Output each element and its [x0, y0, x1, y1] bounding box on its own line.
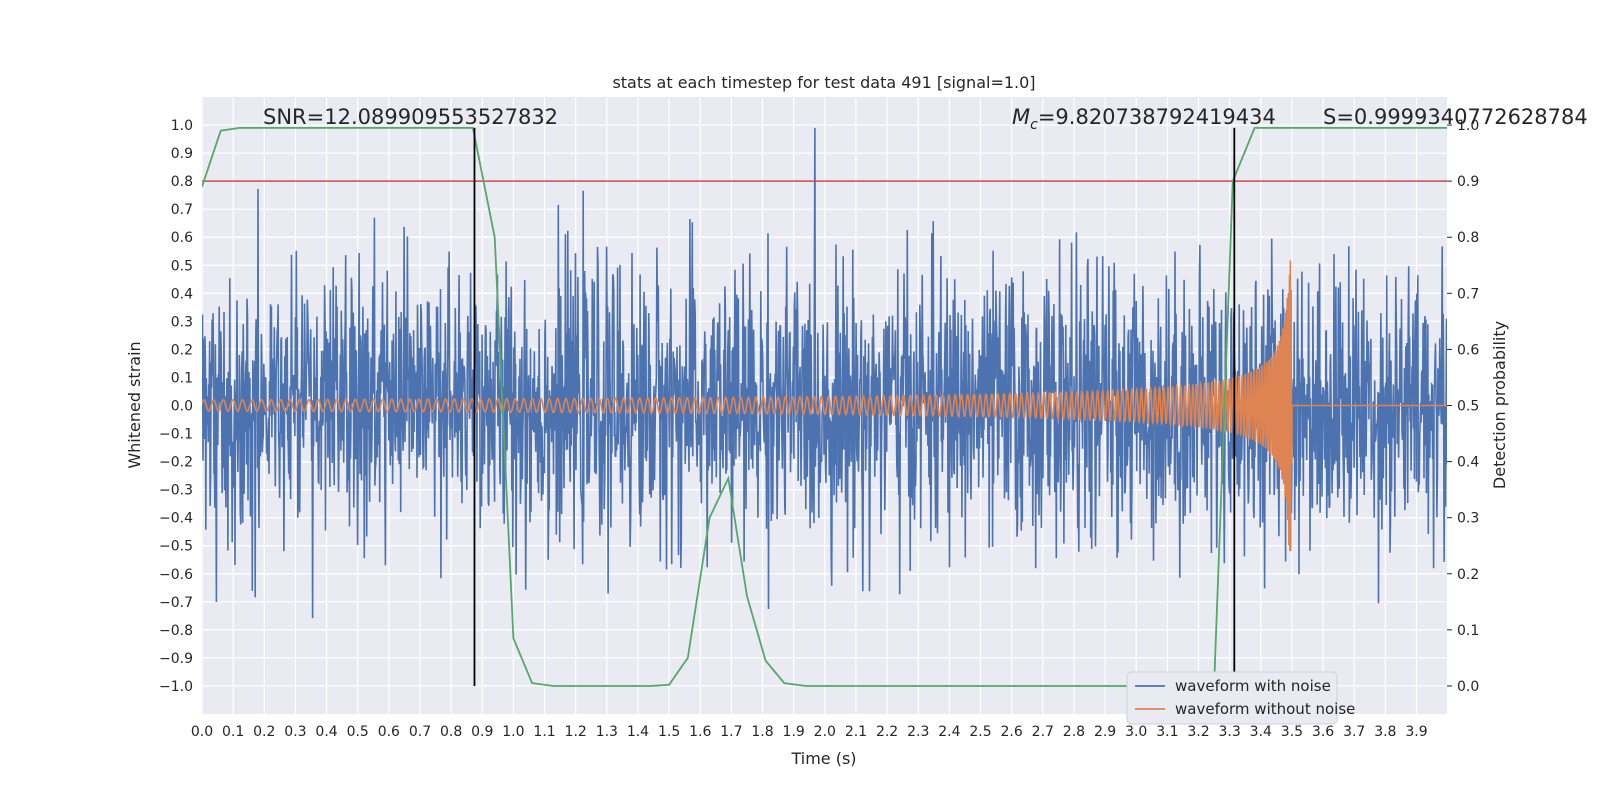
x-tick-label: 2.2: [876, 724, 898, 740]
x-tick-label: 1.7: [720, 724, 742, 740]
y2-tick-label: 0.0: [1457, 679, 1479, 695]
x-tick-label: 1.2: [565, 724, 587, 740]
y2-tick-label: 0.8: [1457, 230, 1479, 246]
x-tick-label: 3.5: [1281, 724, 1303, 740]
legend-label-with-noise: waveform with noise: [1175, 677, 1331, 695]
y-tick-label: −0.4: [159, 511, 193, 527]
score-annotation: S=0.9999340772628784: [1323, 105, 1588, 129]
y-tick-label: −0.6: [159, 567, 193, 583]
x-tick-label: 3.4: [1250, 724, 1272, 740]
y2-tick-label: 0.1: [1457, 623, 1479, 639]
x-tick-label: 3.6: [1312, 724, 1334, 740]
x-tick-label: 2.6: [1001, 724, 1023, 740]
x-tick-label: 0.4: [315, 724, 337, 740]
y-tick-label: −0.5: [159, 539, 193, 555]
y-tick-label: −0.7: [159, 595, 193, 611]
x-tick-label: 3.7: [1343, 724, 1365, 740]
y-tick-label: 0.8: [171, 174, 193, 190]
y-tick-label: −1.0: [159, 679, 193, 695]
y-tick-label: −0.9: [159, 651, 193, 667]
x-tick-label: 1.5: [658, 724, 680, 740]
vertical-markers: [473, 127, 1236, 686]
y-tick-labels: 1.0 0.9 0.8 0.7 0.6 0.5 0.4 0.3 0.2 0.1 0.0 −0.1 −0.…: [159, 118, 193, 695]
x-tick-label: 1.8: [751, 724, 773, 740]
x-tick-label: 3.2: [1187, 724, 1209, 740]
legend-label-without-noise: waveform without noise: [1175, 700, 1355, 718]
y-tick-label: 0.2: [171, 342, 193, 358]
x-tick-labels: 0.0 0.1 0.2 0.3 0.4 0.5 0.6 0.7 0.8 0.9 1.0 1.1 1.2 1…: [191, 724, 1428, 740]
series-waveform-with-noise: [202, 127, 1447, 619]
y-tick-label: 0.3: [171, 314, 193, 330]
x-tick-label: 0.2: [253, 724, 275, 740]
x-tick-label: 1.9: [783, 724, 805, 740]
x-tick-label: 2.0: [814, 724, 836, 740]
snr-annotation: SNR=12.089909553527832: [263, 105, 558, 129]
y-tick-label: 0.7: [171, 202, 193, 218]
y-tick-label: 0.9: [171, 146, 193, 162]
series-detection-probability: [202, 127, 1447, 687]
x-tick-label: 0.6: [378, 724, 400, 740]
y2-tick-labels: 1.0 0.9 0.8 0.7 0.6 0.5 0.4 0.3 0.2 0.1 0.0: [1447, 118, 1479, 695]
x-tick-label: 2.4: [938, 724, 960, 740]
y-tick-label: −0.1: [159, 427, 193, 443]
y-tick-label: 0.6: [171, 230, 193, 246]
x-tick-label: 2.5: [969, 724, 991, 740]
x-tick-label: 3.9: [1405, 724, 1427, 740]
x-tick-label: 0.3: [284, 724, 306, 740]
y2-axis-label: Detection probability: [1490, 321, 1509, 489]
x-tick-label: 1.3: [596, 724, 618, 740]
x-tick-label: 3.1: [1156, 724, 1178, 740]
y2-tick-label: 0.2: [1457, 567, 1479, 583]
x-tick-label: 2.7: [1032, 724, 1054, 740]
legend-box: [1126, 671, 1338, 725]
y2-tick-label: 0.4: [1457, 455, 1479, 471]
x-tick-label: 2.8: [1063, 724, 1085, 740]
x-tick-label: 1.0: [502, 724, 524, 740]
x-tick-label: 3.8: [1374, 724, 1396, 740]
y2-tick-label: 0.5: [1457, 399, 1479, 415]
y-tick-label: 0.1: [171, 370, 193, 386]
series-waveform-without-noise: [202, 260, 1447, 552]
chirp-mass-symbol: M: [1012, 105, 1030, 129]
y-tick-label: −0.8: [159, 623, 193, 639]
x-axis-label: Time (s): [790, 749, 856, 768]
x-tick-label: 1.1: [533, 724, 555, 740]
chirp-mass-subscript: c: [1030, 117, 1038, 133]
x-tick-label: 0.0: [191, 724, 213, 740]
x-tick-label: 2.1: [845, 724, 867, 740]
y-tick-label: 0.4: [171, 286, 193, 302]
x-tick-label: 0.1: [222, 724, 244, 740]
x-tick-label: 0.8: [440, 724, 462, 740]
x-tick-label: 2.3: [907, 724, 929, 740]
y-tick-label: −0.2: [159, 455, 193, 471]
y2-tick-label: 0.3: [1457, 511, 1479, 527]
y-tick-label: 0.5: [171, 258, 193, 274]
y-axis-label: Whitened strain: [125, 341, 144, 468]
x-tick-label: 0.7: [409, 724, 431, 740]
x-tick-label: 3.0: [1125, 724, 1147, 740]
y-tick-label: 0.0: [171, 399, 193, 415]
x-tick-label: 0.5: [347, 724, 369, 740]
y2-tick-label: 1.0: [1457, 118, 1479, 134]
chirp-mass-annotation: Mc=9.820738792419434: [1012, 105, 1276, 133]
x-tick-label: 3.3: [1219, 724, 1241, 740]
chart-title: stats at each timestep for test data 491…: [612, 73, 1035, 92]
x-tick-label: 1.4: [627, 724, 649, 740]
x-tick-label: 2.9: [1094, 724, 1116, 740]
y2-tick-label: 0.9: [1457, 174, 1479, 190]
legend: waveform with noise waveform without noi…: [1126, 671, 1355, 725]
y2-tick-label: 0.6: [1457, 342, 1479, 358]
x-tick-label: 1.6: [689, 724, 711, 740]
chirp-mass-value: =9.820738792419434: [1038, 105, 1276, 129]
y-tick-label: 1.0: [171, 118, 193, 134]
x-tick-label: 0.9: [471, 724, 493, 740]
y2-tick-label: 0.7: [1457, 286, 1479, 302]
y-tick-label: −0.3: [159, 483, 193, 499]
